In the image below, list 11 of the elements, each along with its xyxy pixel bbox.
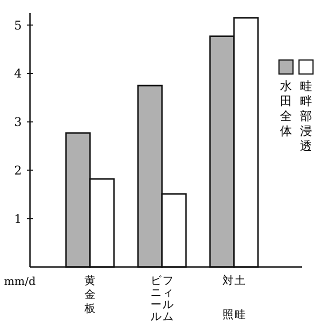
y-tick-label: 4 [14, 66, 22, 81]
category-label: 対照土畦 [222, 274, 246, 321]
y-tick-label: 1 [14, 212, 22, 226]
legend-label: 水田全体 [280, 79, 292, 138]
y-tick-label: 5 [14, 18, 22, 32]
x-tick-label: 黄金板 [84, 274, 96, 315]
category-label: ビニールフィルム [150, 274, 174, 323]
y-tick-label: 3 [14, 115, 22, 130]
y-axis-title: mm/d [4, 275, 36, 288]
y-tick-label: 2 [14, 163, 22, 178]
legend-label: 畦畔部浸透 [300, 79, 312, 153]
